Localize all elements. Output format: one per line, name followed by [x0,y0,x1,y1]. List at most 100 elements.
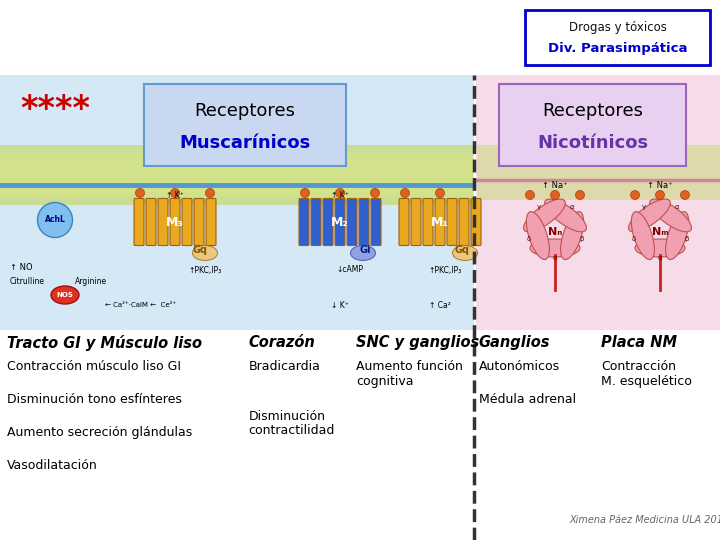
Text: M₂: M₂ [331,215,349,228]
FancyBboxPatch shape [371,199,381,246]
Text: Nₘ: Nₘ [652,227,668,237]
Text: ← Ca²⁺·CalM ←  Ce²⁺: ← Ca²⁺·CalM ← Ce²⁺ [105,302,176,308]
Text: Tracto GI y Músculo liso: Tracto GI y Músculo liso [7,335,202,351]
Text: Gq: Gq [454,245,469,255]
Text: Corazón: Corazón [248,335,315,350]
Text: ↓ K⁺: ↓ K⁺ [331,300,349,309]
Text: Placa NM: Placa NM [601,335,678,350]
Ellipse shape [351,246,376,260]
Text: Nicotínicos: Nicotínicos [537,133,648,152]
Ellipse shape [452,246,477,260]
FancyBboxPatch shape [359,199,369,246]
Ellipse shape [655,191,665,199]
Ellipse shape [629,199,670,232]
Text: ↑ K⁺: ↑ K⁺ [166,191,184,199]
Ellipse shape [526,212,549,260]
FancyBboxPatch shape [435,199,445,246]
FancyBboxPatch shape [299,199,309,246]
Text: Autonómicos: Autonómicos [479,360,560,373]
Text: Aumento secreción glándulas: Aumento secreción glándulas [7,426,192,439]
Text: Citrulline: Citrulline [10,278,45,287]
Ellipse shape [665,212,688,260]
Bar [476,75,720,330]
Text: ↑ K⁺: ↑ K⁺ [331,191,349,199]
Text: Nₙ: Nₙ [548,227,562,237]
Ellipse shape [561,212,584,260]
FancyBboxPatch shape [411,199,421,246]
Text: Médula adrenal: Médula adrenal [479,393,576,406]
FancyBboxPatch shape [347,199,357,246]
Text: M₃: M₃ [166,215,184,228]
Text: β: β [685,235,689,242]
FancyBboxPatch shape [471,199,481,246]
Bar [525,10,710,65]
FancyBboxPatch shape [144,84,346,166]
Text: α: α [569,204,574,211]
FancyBboxPatch shape [311,199,321,246]
FancyBboxPatch shape [335,199,345,246]
Text: Arginine: Arginine [75,278,107,287]
Text: Disminución
contractilidad: Disminución contractilidad [248,409,335,437]
Ellipse shape [530,239,580,257]
FancyBboxPatch shape [158,199,168,246]
Text: Gi: Gi [359,245,371,255]
Text: δ: δ [631,235,636,242]
Text: ↓cAMP: ↓cAMP [336,266,364,274]
Text: Drogas y tóxicos: Drogas y tóxicos [569,21,667,34]
Text: Bradicardia: Bradicardia [248,360,320,373]
Ellipse shape [551,191,559,199]
Text: α: α [657,255,662,261]
Text: γ: γ [642,204,646,211]
Text: Muscarínicos: Muscarínicos [179,133,310,152]
FancyBboxPatch shape [182,199,192,246]
Ellipse shape [192,246,217,260]
Text: Aumento función
cognitiva: Aumento función cognitiva [356,360,463,388]
Text: M₁: M₁ [431,215,449,228]
Ellipse shape [51,286,79,304]
FancyBboxPatch shape [194,199,204,246]
Ellipse shape [135,188,145,198]
Text: Disminución tono esfínteres: Disminución tono esfínteres [7,393,182,406]
Ellipse shape [680,191,690,199]
Text: Gq: Gq [192,245,207,255]
FancyBboxPatch shape [459,199,469,246]
Text: α: α [553,255,557,261]
Text: NOS: NOS [57,292,73,298]
Text: δ: δ [526,235,531,242]
Ellipse shape [649,199,691,232]
Ellipse shape [205,188,215,198]
Text: ↑ Na⁺: ↑ Na⁺ [542,180,568,190]
FancyBboxPatch shape [447,199,457,246]
Bar [477,145,720,200]
Text: ↑PKC,IP₃: ↑PKC,IP₃ [189,266,222,274]
Ellipse shape [635,239,685,257]
Text: ****: **** [20,93,90,126]
Ellipse shape [631,212,654,260]
Ellipse shape [436,188,444,198]
Text: ↑PKC,IP₃: ↑PKC,IP₃ [428,266,462,274]
Text: Contracción músculo liso GI: Contracción músculo liso GI [7,360,181,373]
Text: Receptores: Receptores [194,102,295,119]
Text: Ximena Páez Medicina ULA 2017: Ximena Páez Medicina ULA 2017 [570,515,720,525]
Text: ↑ NO: ↑ NO [10,264,32,273]
Text: Contracción
M. esquelético: Contracción M. esquelético [601,360,692,388]
Bar [0,75,474,330]
Ellipse shape [371,188,379,198]
Bar [0,153,473,197]
FancyBboxPatch shape [499,84,686,166]
Text: β: β [580,235,584,242]
Ellipse shape [526,191,534,199]
Ellipse shape [400,188,410,198]
Text: α: α [674,204,679,211]
Text: ↑ Ca²: ↑ Ca² [429,300,451,309]
Ellipse shape [300,188,310,198]
FancyBboxPatch shape [206,199,216,246]
FancyBboxPatch shape [323,199,333,246]
Text: SNC y ganglios: SNC y ganglios [356,335,480,350]
FancyBboxPatch shape [146,199,156,246]
Ellipse shape [575,191,585,199]
Text: Ganglios: Ganglios [479,335,550,350]
Ellipse shape [544,199,587,232]
FancyBboxPatch shape [134,199,144,246]
Bar [0,145,473,205]
